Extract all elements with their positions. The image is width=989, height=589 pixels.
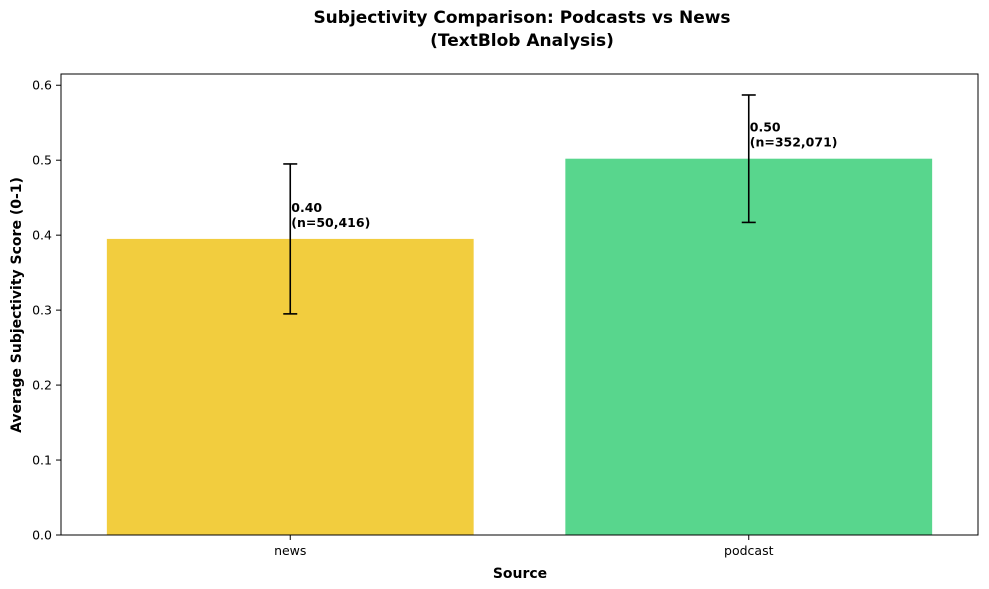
data-label-count-news: (n=50,416) bbox=[291, 215, 370, 230]
x-axis-label: Source bbox=[493, 566, 547, 582]
y-tick-label-2: 0.2 bbox=[32, 378, 52, 393]
data-label-value-news: 0.40 bbox=[291, 200, 322, 215]
x-tick-label-news: news bbox=[274, 543, 306, 558]
y-tick-label-1: 0.1 bbox=[32, 453, 52, 468]
data-label-value-podcast: 0.50 bbox=[750, 120, 781, 135]
plot-area: 0.40(n=50,416) news 0.50(n=352,071) podcast… bbox=[32, 73, 979, 558]
chart-title-line1: Subjectivity Comparison: Podcasts vs New… bbox=[313, 8, 730, 28]
y-tick-label-3: 0.3 bbox=[32, 303, 52, 318]
y-tick-label-5: 0.5 bbox=[32, 153, 52, 168]
plot-frame bbox=[60, 73, 979, 536]
y-axis-label: Average Subjectivity Score (0-1) bbox=[9, 177, 25, 433]
x-tick-label-podcast: podcast bbox=[724, 543, 774, 558]
y-tick-label-6: 0.6 bbox=[32, 78, 52, 93]
y-tick-label-4: 0.4 bbox=[32, 228, 52, 243]
chart-title-line2: (TextBlob Analysis) bbox=[430, 31, 614, 51]
y-tick-label-0: 0.0 bbox=[32, 528, 52, 543]
data-label-count-podcast: (n=352,071) bbox=[750, 135, 838, 150]
